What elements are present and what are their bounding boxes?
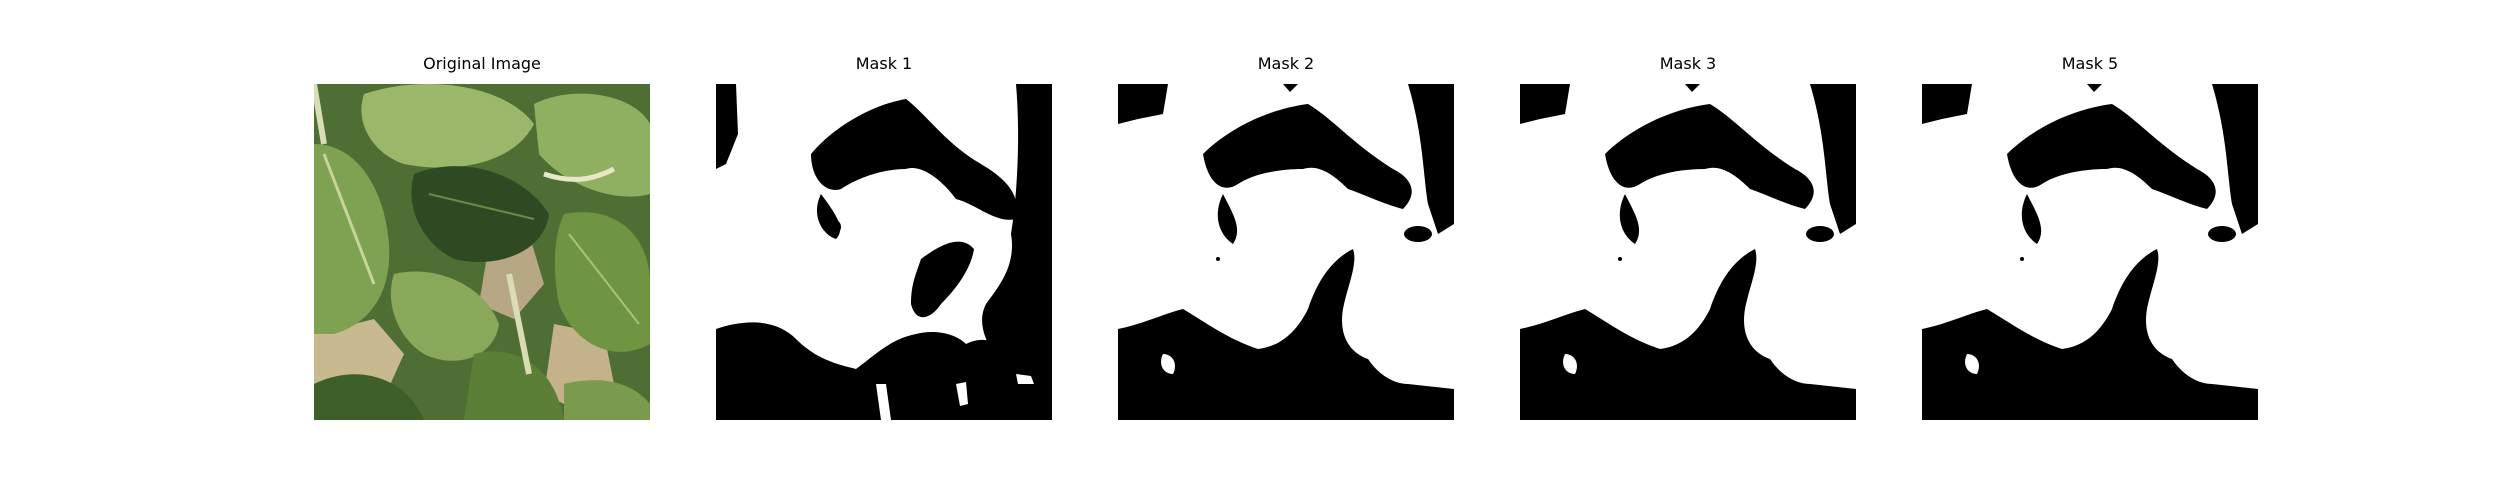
- mask-image: [1520, 84, 1856, 420]
- panel-title: Mask 5: [1922, 56, 2258, 72]
- original-image: [314, 84, 650, 420]
- panel-title: Mask 2: [1118, 56, 1454, 72]
- mask-2-image: [1118, 84, 1454, 420]
- mask-3-image: [1520, 84, 1856, 420]
- panel-title: Mask 3: [1520, 56, 1856, 72]
- mask-5-image: [1922, 84, 2258, 420]
- mask-1-image: [716, 84, 1052, 420]
- mask-image: [716, 84, 1052, 420]
- original-image-photo: [314, 84, 650, 420]
- mask-image: [1922, 84, 2258, 420]
- mask-image: [1118, 84, 1454, 420]
- panel-title: Mask 1: [716, 56, 1052, 72]
- panel-title: Original Image: [314, 56, 650, 72]
